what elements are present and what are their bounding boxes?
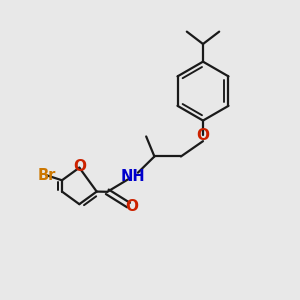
- Text: O: O: [196, 128, 209, 143]
- Text: NH: NH: [121, 169, 146, 184]
- Text: O: O: [73, 159, 86, 174]
- Text: Br: Br: [38, 168, 56, 183]
- Text: O: O: [125, 199, 138, 214]
